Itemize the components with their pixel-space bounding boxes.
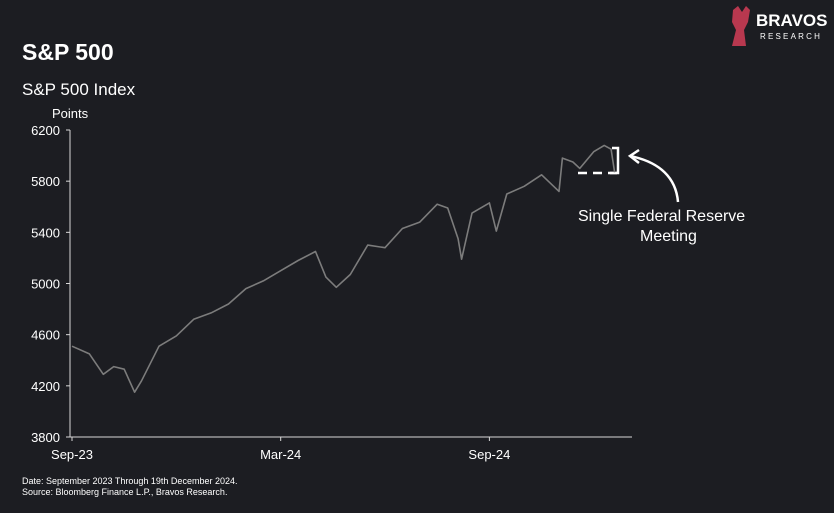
arrow-head xyxy=(627,148,640,164)
x-tick-label: Sep-24 xyxy=(468,447,510,462)
chart-subtitle: S&P 500 Index xyxy=(22,80,136,99)
y-tick-label: 4600 xyxy=(31,328,60,343)
y-tick-label: 5000 xyxy=(31,277,60,292)
y-tick-label: 4200 xyxy=(31,379,60,394)
annotation-line: Meeting xyxy=(640,228,697,245)
y-tick-label: 6200 xyxy=(31,123,60,138)
annotation-line: Single Federal Reserve xyxy=(578,208,745,225)
y-tick-label: 5400 xyxy=(31,225,60,240)
annotation-marker xyxy=(578,146,680,203)
arrow xyxy=(629,154,680,203)
y-tick-label: 5800 xyxy=(31,174,60,189)
x-tick-label: Mar-24 xyxy=(260,447,301,462)
y-axis-label: Points xyxy=(52,106,89,121)
footnote: Date: September 2023 Through 19th Decemb… xyxy=(22,476,237,486)
chart-title: S&P 500 xyxy=(22,39,114,65)
brand-logo xyxy=(732,6,750,46)
logo-icon xyxy=(732,6,750,46)
price-line xyxy=(71,144,616,393)
brand-tagline: RESEARCH xyxy=(760,32,822,41)
bracket xyxy=(610,146,620,175)
brand-name: BRAVOS xyxy=(756,11,827,30)
y-tick-label: 3800 xyxy=(31,430,60,445)
footnote: Source: Bloomberg Finance L.P., Bravos R… xyxy=(22,487,227,497)
x-tick-label: Sep-23 xyxy=(51,447,93,462)
